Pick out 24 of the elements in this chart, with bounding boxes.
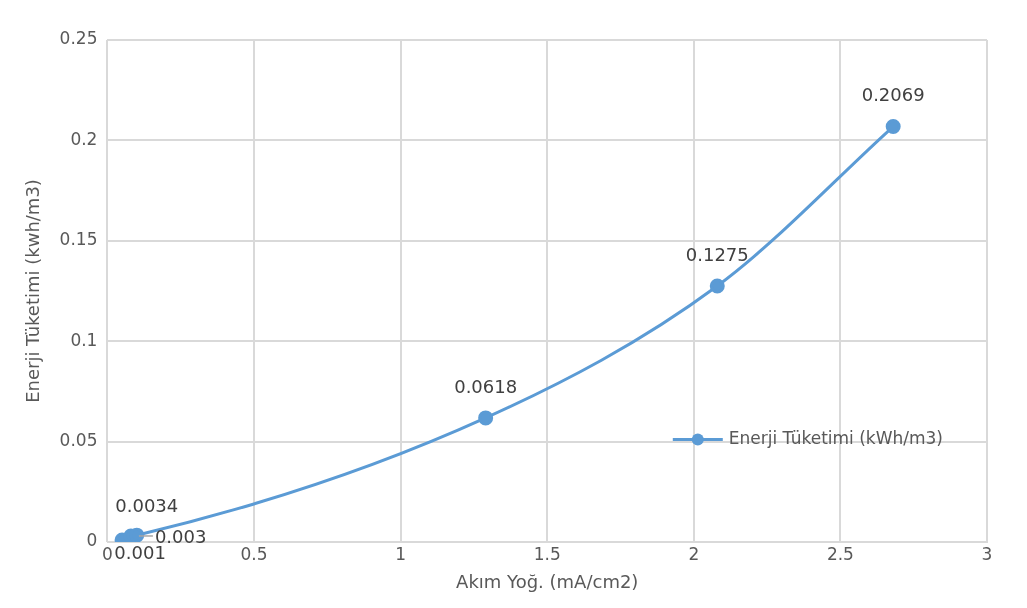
y-tick-label: 0 [86, 530, 98, 551]
x-tick-label: 1.5 [533, 543, 561, 564]
y-tick-label: 0.1 [70, 329, 98, 350]
y-tick-label: 0.2 [70, 128, 98, 149]
data-label: 0.0618 [454, 375, 518, 397]
x-tick-label: 2.5 [826, 543, 854, 564]
data-label: 0.0034 [115, 494, 179, 516]
y-tick-label: 0.05 [59, 430, 98, 451]
data-label: 0.1275 [685, 243, 749, 265]
y-tick-label: 0.25 [59, 28, 98, 49]
point [478, 410, 494, 426]
x-tick-label: 2 [688, 543, 700, 564]
data-label: 0.003 [154, 525, 207, 547]
y-tick-label: 0.15 [59, 229, 98, 250]
y-axis-title: Enerji Tüketimi (kwh/m3) [22, 179, 44, 403]
x-tick-label: 1 [395, 543, 407, 564]
point [885, 119, 901, 135]
data-label: 0.2069 [861, 84, 925, 106]
point [709, 278, 725, 294]
legend-label: Enerji Tüketimi (kWh/m3) [728, 427, 944, 448]
x-axis-title: Akım Yoğ. (mA/cm2) [456, 570, 639, 592]
x-tick-label: 0 [102, 543, 113, 564]
x-tick-label: 0.5 [240, 543, 268, 564]
x-tick-label: 3 [981, 543, 993, 564]
